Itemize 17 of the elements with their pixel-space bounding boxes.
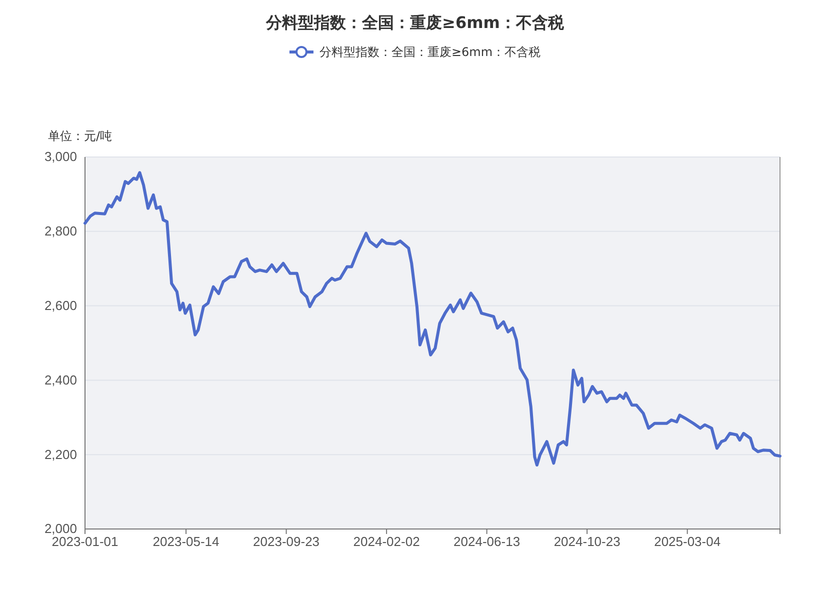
y-tick-label: 2,000 <box>44 521 77 536</box>
x-tick-label: 2024-06-13 <box>454 534 520 550</box>
x-tick-label: 2023-05-14 <box>152 534 220 550</box>
x-tick-label: 2023-09-23 <box>253 534 320 550</box>
x-tick-label: 2024-02-02 <box>353 534 420 550</box>
y-tick-label: 2,600 <box>44 298 77 313</box>
x-tick-label: 2024-10-23 <box>554 534 620 550</box>
y-tick-label: 2,800 <box>44 224 77 239</box>
y-tick-label: 2,400 <box>44 372 77 388</box>
y-axis-title: 单位：元/吨 <box>48 129 112 143</box>
chart-title: 分料型指数：全国：重废≥6mm：不含税 <box>265 13 565 32</box>
legend-label: 分料型指数：全国：重废≥6mm：不含税 <box>319 45 541 59</box>
line-series <box>84 171 782 467</box>
y-tick-label: 2,200 <box>44 446 77 462</box>
x-tick-label: 2023-01-01 <box>52 534 118 550</box>
y-tick-label: 3,000 <box>44 149 77 164</box>
x-tick-label: 2025-03-04 <box>654 534 721 550</box>
